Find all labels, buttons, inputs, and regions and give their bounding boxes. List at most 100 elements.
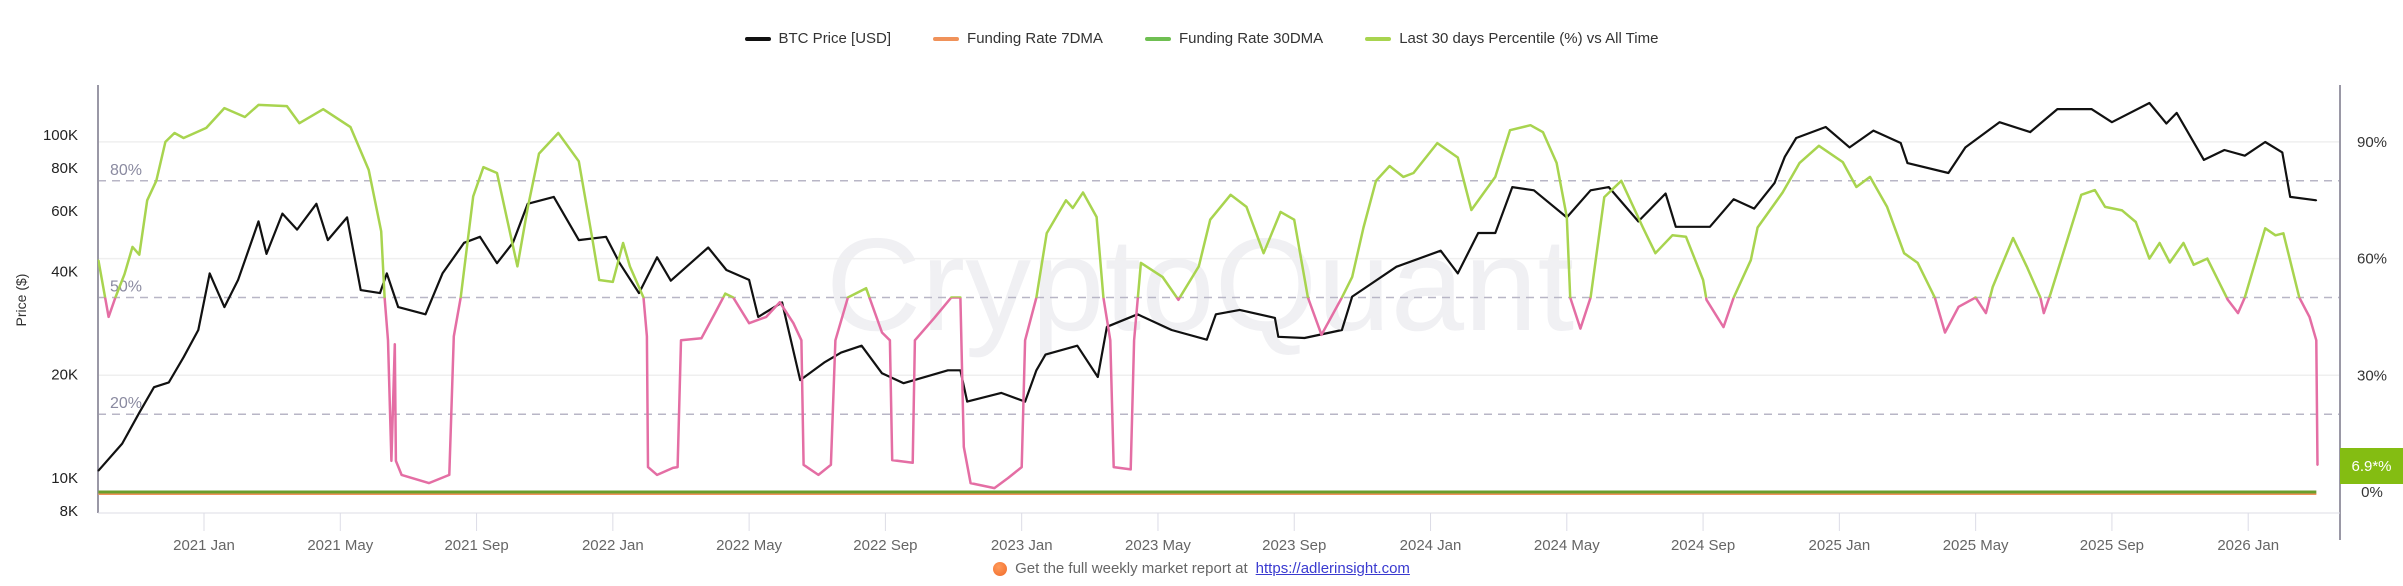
legend-item-funding-30dma[interactable]: Funding Rate 30DMA	[1144, 30, 1324, 47]
percentile-point	[131, 246, 134, 248]
legend-label: Funding Rate 30DMA	[1178, 30, 1324, 47]
percentile-point	[2039, 296, 2042, 299]
left-axis-tick-label: 60K	[51, 203, 78, 220]
percentile-point	[1245, 206, 1248, 208]
percentile-point	[286, 105, 288, 107]
percentile-point	[1133, 339, 1135, 342]
btc-price-point	[1277, 336, 1280, 338]
left-axis-tick-label: 100K	[43, 127, 78, 144]
btc-price-point	[823, 361, 825, 364]
percentile-point	[1095, 216, 1098, 218]
btc-price-point	[1947, 172, 1950, 174]
btc-price-point	[2223, 149, 2226, 151]
x-axis-tick-label: 2022 May	[716, 537, 782, 554]
percentile-point	[1362, 226, 1365, 229]
x-axis-tick-label: 2023 Jan	[991, 537, 1053, 554]
percentile-point	[395, 460, 397, 462]
percentile-point	[2049, 292, 2052, 295]
legend-label: Funding Rate 7DMA	[967, 30, 1103, 47]
percentile-point	[1262, 252, 1265, 254]
percentile-point	[538, 152, 540, 155]
percentile-point	[646, 335, 648, 338]
right-axis-tick-label: 90%	[2357, 134, 2387, 151]
series-layer	[97, 101, 2319, 495]
btc-price-point	[2203, 159, 2205, 161]
footer-link[interactable]: https://adlerinsight.com	[1255, 560, 1410, 577]
percentile-point	[676, 466, 679, 468]
btc-price-point	[2315, 199, 2318, 202]
btc-price-point	[1709, 225, 1711, 228]
btc-price-point	[1998, 121, 2001, 123]
x-axis-tick-label: 2022 Jan	[582, 537, 644, 554]
btc-price-point	[552, 196, 555, 198]
percentile-point	[1705, 299, 1708, 301]
percentile-point	[2182, 242, 2185, 244]
footer-text: Get the full weekly market report at	[1015, 560, 1248, 577]
right-axis-tick-label: 60%	[2357, 251, 2387, 268]
btc-price-point	[1795, 137, 1798, 139]
percentile-point	[387, 339, 389, 342]
percentile-point	[1071, 207, 1074, 209]
x-axis-tick-label: 2025 Sep	[2080, 537, 2144, 554]
btc-price-point	[223, 306, 226, 308]
percentile-point	[1579, 327, 1582, 330]
percentile-point	[2158, 242, 2161, 244]
percentile-point	[182, 137, 185, 139]
btc-price-point	[1848, 146, 1851, 149]
percentile-point	[911, 462, 914, 464]
percentile-point	[2012, 237, 2014, 239]
btc-price-point	[257, 220, 260, 223]
reference-lines: 80% 50% 20%	[98, 162, 2340, 415]
btc-price-point	[296, 228, 298, 231]
percentile-point	[448, 474, 451, 476]
percentile-point	[622, 242, 624, 244]
btc-price-point	[397, 306, 399, 308]
percentile-point	[1991, 286, 1994, 288]
legend-item-percentile[interactable]: Last 30 days Percentile (%) vs All Time	[1365, 30, 1658, 47]
legend-item-btc-price[interactable]: BTC Price [USD]	[744, 30, 891, 47]
percentile-point	[612, 281, 614, 283]
percentile-point	[459, 296, 462, 299]
percentile-point	[526, 207, 529, 209]
percentile-point	[2104, 206, 2106, 208]
btc-price-point	[1477, 232, 1480, 234]
left-axis-tick-label: 8K	[60, 503, 78, 520]
percentile-point	[748, 322, 750, 324]
btc-price-point	[441, 272, 444, 275]
btc-price-point	[2289, 196, 2292, 198]
percentile-point	[173, 132, 176, 134]
percentile-point	[257, 104, 260, 106]
btc-price-point	[1533, 189, 1535, 192]
left-axis-tick-label: 40K	[51, 263, 78, 280]
btc-price-point	[379, 292, 381, 294]
percentile-point	[1903, 252, 1905, 254]
percentile-point	[792, 322, 795, 324]
btc-price-point	[1076, 344, 1079, 347]
series-line-btc-price	[97, 101, 2317, 472]
btc-price-point	[860, 344, 863, 347]
percentile-point	[1589, 296, 1592, 299]
percentile-point	[298, 122, 301, 125]
btc-price-point	[326, 239, 329, 241]
left-axis-tick-label: 10K	[51, 470, 78, 487]
btc-price-point	[748, 279, 750, 281]
btc-price-point	[707, 246, 710, 249]
btc-price-point	[1351, 295, 1353, 298]
percentile-point	[778, 301, 781, 303]
percentile-point	[2308, 316, 2311, 318]
x-axis-tick-label: 2025 May	[1943, 537, 2009, 554]
btc-price-point	[1238, 309, 1241, 311]
chart-legend: BTC Price [USD] Funding Rate 7DMA Fundin…	[0, 30, 2403, 47]
percentile-point	[933, 317, 936, 319]
current-value-badge: 6.9*%	[2340, 448, 2403, 484]
percentile-point	[1436, 142, 1439, 144]
btc-price-point	[1000, 392, 1003, 394]
percentile-point	[1957, 306, 1960, 308]
btc-price-point	[902, 382, 905, 384]
legend-item-funding-7dma[interactable]: Funding Rate 7DMA	[933, 30, 1103, 47]
btc-price-point	[947, 369, 949, 372]
percentile-point	[1129, 468, 1132, 471]
btc-price-point	[1341, 329, 1343, 331]
percentile-point	[97, 259, 100, 261]
x-axis-tick-label: 2024 Sep	[1671, 537, 1735, 554]
